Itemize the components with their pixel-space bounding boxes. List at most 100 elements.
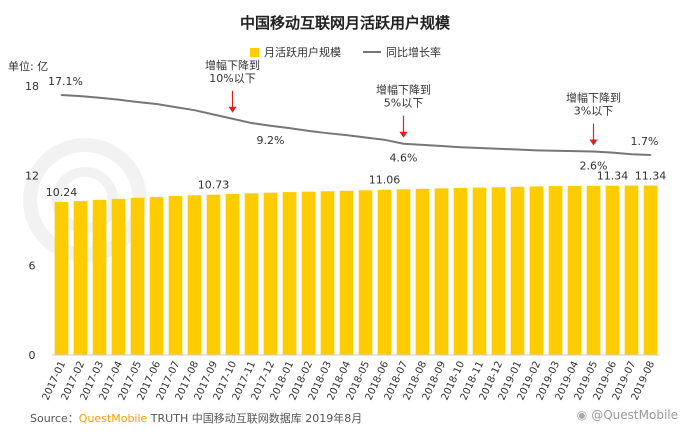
bar	[149, 196, 164, 355]
bar	[130, 197, 145, 355]
growth-point	[383, 139, 386, 141]
growth-point	[98, 96, 101, 99]
growth-point	[478, 147, 481, 149]
growth-point	[231, 117, 234, 120]
annotation-text: 5%以下	[384, 97, 423, 110]
bar	[339, 190, 354, 355]
bar	[567, 185, 582, 355]
growth-point	[307, 130, 310, 132]
growth-point	[516, 148, 519, 151]
growth-point	[535, 149, 538, 152]
unit-label: 单位: 亿	[8, 60, 49, 73]
bar	[586, 185, 601, 355]
growth-point	[60, 94, 63, 96]
growth-point	[288, 127, 291, 129]
growth-rate-label: 9.2%	[257, 134, 285, 147]
bar-value-label: 11.34	[597, 170, 629, 183]
bar	[111, 198, 126, 355]
bar	[510, 186, 525, 355]
bar	[605, 185, 620, 355]
bar	[282, 192, 297, 355]
annotation-arrow-head	[228, 106, 237, 113]
bar	[73, 201, 88, 355]
growth-point	[573, 150, 576, 152]
watermark: ◉ @QuestMobile	[577, 408, 678, 422]
bar	[415, 188, 430, 355]
bar	[206, 194, 221, 355]
growth-point	[440, 145, 443, 147]
source-brand: QuestMobile	[78, 412, 148, 425]
growth-point	[421, 144, 424, 146]
annotation-text: 增幅下降到	[205, 58, 260, 72]
annotation-text: 增幅下降到	[376, 83, 431, 97]
growth-point	[250, 122, 253, 124]
growth-point	[497, 147, 500, 150]
bar	[396, 189, 411, 355]
bar-value-label: 10.73	[198, 179, 230, 192]
growth-line-series	[60, 94, 652, 156]
annotation-arrow-head	[589, 139, 598, 146]
growth-line	[61, 94, 651, 156]
source-rest: TRUTH 中国移动互联网数据库 2019年8月	[147, 412, 363, 425]
bar	[453, 187, 468, 355]
bar	[529, 186, 544, 355]
y-tick-label: 18	[25, 80, 39, 93]
growth-point	[117, 98, 120, 101]
bar	[54, 201, 69, 355]
bar	[434, 188, 449, 355]
growth-point	[193, 109, 196, 111]
y-tick-label: 12	[25, 170, 39, 183]
growth-point	[611, 151, 614, 154]
bar	[358, 190, 373, 355]
bar	[244, 193, 259, 355]
legend-swatch-bar	[250, 47, 259, 57]
growth-point	[649, 154, 652, 156]
growth-point	[79, 95, 82, 97]
bar	[263, 192, 278, 355]
growth-point	[174, 106, 177, 108]
growth-rate-label: 4.6%	[390, 152, 418, 165]
growth-point	[554, 149, 557, 152]
growth-rate-label: 17.1%	[48, 75, 83, 88]
source-prefix: Source：	[30, 412, 79, 425]
growth-point	[630, 153, 633, 156]
chart-title: 中国移动互联网月活跃用户规模	[239, 14, 450, 32]
bar	[168, 195, 183, 355]
legend-item-growth: 同比增长率	[363, 44, 441, 60]
growth-rate-label: 1.7%	[631, 135, 659, 148]
source-note: Source：QuestMobile TRUTH 中国移动互联网数据库 2019…	[30, 410, 362, 426]
bar	[225, 193, 240, 355]
bar	[624, 185, 639, 355]
y-tick-label: 6	[29, 259, 36, 272]
bar	[301, 191, 316, 355]
legend-item-mau: 月活跃用户规模	[250, 44, 341, 60]
bar	[320, 191, 335, 355]
growth-point	[364, 136, 367, 139]
growth-rate-label: 2.6%	[580, 159, 608, 172]
legend-label-growth: 同比增长率	[386, 46, 441, 59]
bar	[377, 189, 392, 355]
growth-point	[212, 113, 215, 116]
bar	[472, 187, 487, 355]
growth-point	[136, 101, 139, 103]
bar	[92, 199, 107, 355]
legend-label-mau: 月活跃用户规模	[264, 46, 341, 59]
annotation-text: 增幅下降到	[566, 90, 621, 104]
legend-swatch-line	[363, 51, 381, 53]
growth-point	[155, 103, 158, 105]
growth-point	[592, 150, 595, 153]
weibo-icon: ◉	[576, 408, 588, 422]
bar	[187, 195, 202, 355]
bar	[491, 187, 506, 355]
bar	[548, 186, 563, 355]
growth-point	[269, 124, 272, 127]
bar-value-label: 11.06	[369, 174, 401, 187]
y-tick-label: 0	[29, 349, 36, 362]
bar-value-label: 11.34	[635, 170, 667, 183]
bar	[643, 185, 658, 355]
growth-point	[326, 132, 329, 134]
bar-value-label: 10.24	[46, 186, 78, 199]
